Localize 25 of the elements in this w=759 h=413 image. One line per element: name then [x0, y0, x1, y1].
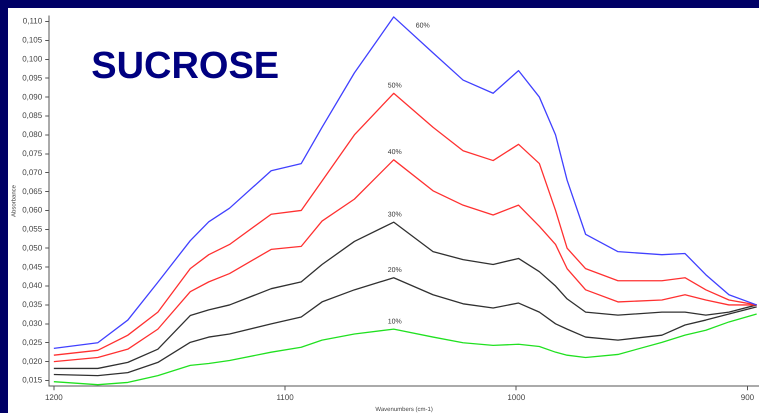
y-tick-label: 0,020 [22, 356, 43, 366]
y-tick-label: 0,095 [22, 73, 43, 82]
x-tick-label: 900 [740, 393, 755, 402]
y-tick-label: 0,065 [22, 186, 43, 196]
y-tick-label: 0,015 [22, 376, 43, 385]
y-tick-label: 0,055 [22, 224, 43, 234]
x-tick-label: 1200 [44, 393, 64, 402]
y-tick-label: 0,040 [22, 281, 43, 290]
y-tick-label: 0,070 [22, 168, 43, 177]
y-tick-label: 0,075 [22, 148, 43, 158]
y-tick-label: 0,060 [22, 206, 43, 215]
y-tick-label: 0,110 [22, 16, 43, 26]
text: SUCROSE [91, 44, 280, 87]
y-tick-label: 0,045 [22, 262, 43, 272]
y-tick-label: 0,105 [22, 36, 43, 45]
x-tick-label: 1000 [507, 393, 526, 402]
y-tick-label: 0,100 [22, 54, 43, 64]
y-tick-label: 0,080 [22, 130, 43, 140]
y-tick-label: 0,090 [22, 92, 43, 102]
y-tick-label: 0,025 [22, 338, 43, 347]
y-tick-label: 0,035 [22, 300, 43, 310]
y-tick-label: 0,030 [22, 319, 43, 328]
y-tick-label: 0,085 [22, 111, 43, 120]
y-tick-label: 0,050 [22, 243, 43, 252]
x-tick-label: 1100 [276, 393, 294, 402]
